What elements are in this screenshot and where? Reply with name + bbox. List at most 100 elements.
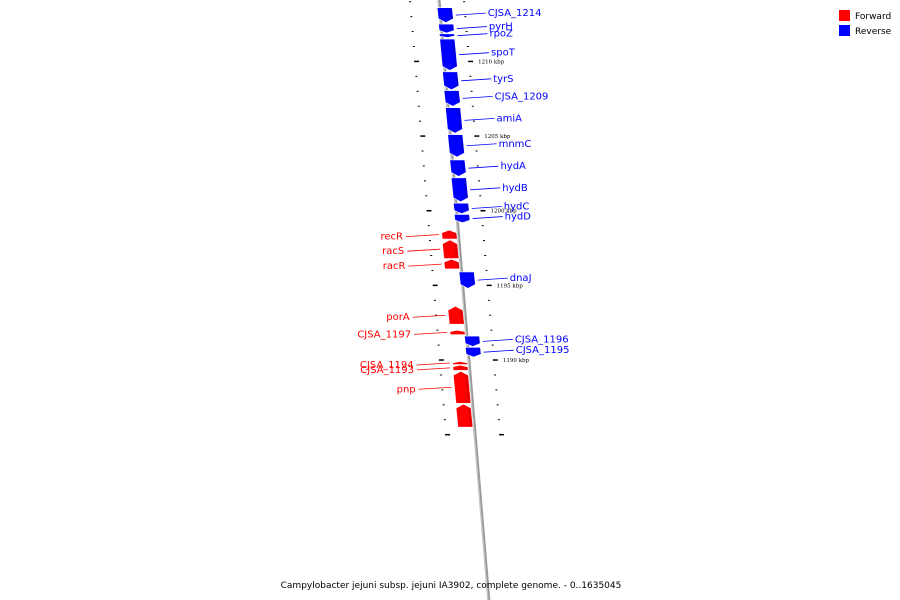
tick-label: 1210 kbp [478, 59, 505, 65]
genome-caption: Campylobacter jejuni subsp. jejuni IA390… [281, 581, 622, 591]
gene-label-leader [407, 248, 441, 252]
gene-arrow-shade [465, 375, 470, 403]
gene-arrow-shade [477, 348, 481, 355]
gene-label[interactable]: recR [380, 232, 403, 243]
gene-label[interactable]: mnmC [499, 139, 532, 150]
gene-arrow-shade [465, 204, 469, 211]
gene-arrow[interactable] [453, 214, 471, 223]
tick-label: 1195 kbp [497, 283, 524, 289]
gene-arrow[interactable] [443, 258, 461, 270]
gene-arrow[interactable] [455, 403, 474, 428]
gene-arrow-shade [459, 310, 464, 324]
gene-arrow-shade [463, 178, 468, 198]
gene-label-leader [472, 216, 503, 219]
tick-label: 1205 kbp [484, 134, 511, 140]
gene-label[interactable]: CJSA_1196 [515, 334, 569, 345]
backbone-layer [437, 0, 491, 600]
gene-label[interactable]: racR [383, 261, 406, 272]
gene-label[interactable]: pnp [397, 384, 416, 395]
gene-arrow[interactable] [447, 305, 465, 325]
gene-label-leader [464, 117, 495, 121]
gene-arrow-shade [471, 272, 475, 285]
gene-label-leader [462, 95, 493, 99]
gene-label[interactable]: dnaJ [510, 273, 532, 284]
gene-arrow-shade [459, 135, 464, 154]
gene-label[interactable]: hydC [504, 201, 530, 212]
gene-label-leader [461, 78, 492, 82]
tick-label: 1190 kbp [503, 358, 530, 364]
gene-arrow-shade [461, 160, 466, 173]
gene-label[interactable]: amiA [496, 113, 522, 124]
gene-label-leader [483, 349, 514, 353]
gene-label-leader [477, 277, 508, 281]
gene-label-leader [459, 52, 490, 56]
gene-label[interactable]: CJSA_1193 [360, 365, 414, 376]
gene-label-leader [457, 33, 488, 37]
gene-label[interactable]: CJSA_1214 [488, 8, 542, 19]
gene-arrow[interactable] [438, 33, 455, 38]
gene-label[interactable]: hydB [502, 183, 528, 194]
gene-arrow[interactable] [458, 271, 476, 289]
gene-arrow-shade [454, 72, 458, 86]
gene-arrow[interactable] [447, 134, 465, 158]
gene-arrow-shade [466, 215, 469, 221]
gene-arrow[interactable] [443, 90, 461, 107]
gene-label-leader [468, 165, 499, 169]
gene-label-leader [456, 26, 487, 29]
gene-label-leader [412, 314, 446, 318]
gene-arrow[interactable] [438, 23, 455, 34]
gene-label-leader [470, 187, 501, 191]
gene-arrow[interactable] [452, 370, 472, 404]
gene-arrow-shade [453, 232, 457, 239]
gene-arrow-shade [468, 407, 472, 427]
gene-label[interactable]: racS [382, 246, 404, 257]
gene-arrow[interactable] [450, 177, 469, 203]
legend: Forward Reverse [839, 10, 892, 37]
gene-arrow[interactable] [439, 38, 458, 71]
gene-arrow-shade [450, 24, 454, 31]
gene-label-leader [417, 367, 451, 371]
gene-label-leader [466, 143, 497, 147]
legend-reverse-label: Reverse [855, 27, 892, 37]
gene-label[interactable]: tyrS [493, 74, 513, 85]
gene-label[interactable]: hydA [500, 161, 526, 172]
gene-arrow[interactable] [445, 107, 463, 134]
gene-label[interactable]: spoT [491, 48, 516, 59]
gene-label[interactable]: pyrH [489, 22, 513, 33]
gene-arrow-shade [451, 39, 457, 67]
gene-label[interactable]: porA [386, 312, 410, 323]
gene-arrow-shade [449, 8, 453, 19]
gene-label-leader [455, 12, 486, 16]
gene-label-leader [405, 234, 439, 238]
gene-label[interactable]: CJSA_1194 [360, 360, 414, 371]
gene-label[interactable]: hydD [505, 212, 532, 223]
gene-arrow-shade [457, 108, 462, 130]
gene-label[interactable]: rpoZ [489, 29, 513, 40]
gene-label[interactable]: CJSA_1197 [357, 329, 411, 340]
legend-forward-swatch [839, 10, 850, 21]
gene-label-leader [418, 386, 452, 390]
gene-label-leader [414, 332, 448, 335]
gene-label[interactable]: CJSA_1209 [495, 91, 549, 102]
gene-arrow[interactable] [449, 159, 467, 177]
gene-arrow[interactable] [452, 364, 469, 371]
gene-label-leader [408, 263, 442, 267]
legend-reverse-swatch [839, 25, 850, 36]
tick-label: 1200 kbp [490, 209, 517, 215]
gene-label-leader [416, 362, 450, 366]
gene-arrow[interactable] [464, 347, 482, 358]
gene-arrow[interactable] [452, 361, 469, 365]
gene-arrow[interactable] [441, 229, 458, 240]
gene-arrow[interactable] [442, 71, 460, 91]
gene-arrow[interactable] [453, 202, 470, 215]
tick-layer: 1210 kbp 1205 kbp 1200 kbp 1195 kbp 1190 kbp [409, 1, 530, 436]
gene-arrow[interactable] [442, 239, 460, 259]
gene-arrow-shade [456, 91, 460, 103]
gene-arrow[interactable] [436, 7, 454, 23]
gene-arrow[interactable] [449, 329, 466, 335]
gene-arrow[interactable] [464, 335, 481, 347]
gene-layer [436, 7, 482, 428]
gene-arrow-shade [454, 243, 458, 258]
gene-label[interactable]: CJSA_1195 [516, 345, 570, 356]
